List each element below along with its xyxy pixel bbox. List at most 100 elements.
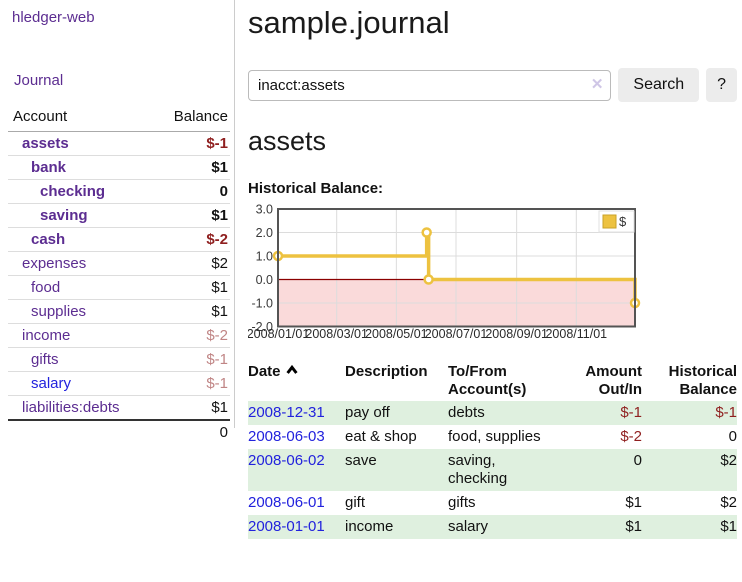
x-axis-tick-label: 2008/07/01 xyxy=(425,327,488,341)
transaction-accounts: saving, checking xyxy=(448,452,508,487)
account-link-income[interactable]: income xyxy=(22,327,71,344)
sidebar-item-journal[interactable]: Journal xyxy=(14,72,64,89)
transaction-accounts: debts xyxy=(448,404,485,421)
register-table-body: 2008-12-31 pay off debts $-1 $-1 2008-06-03 ea… xyxy=(248,401,737,539)
accounts-header-account: Account xyxy=(8,105,152,132)
transaction-accounts: salary xyxy=(448,518,489,535)
account-row: salary $-1 xyxy=(8,371,230,396)
register-row: 2008-06-01 gift gifts $1 $2 xyxy=(248,491,737,515)
account-row: saving $1 xyxy=(8,203,230,228)
register-table: Date Description To/From Account(s) Amou… xyxy=(248,361,737,539)
transaction-balance: $-1 xyxy=(715,404,737,421)
legend-swatch xyxy=(602,214,617,229)
account-link-food[interactable]: food xyxy=(31,279,61,296)
account-link-assets[interactable]: assets xyxy=(22,135,69,152)
register-row: 2008-06-02 save saving, checking 0 $2 xyxy=(248,449,737,491)
transaction-balance: 0 xyxy=(728,428,737,445)
account-row: bank $1 xyxy=(8,155,230,180)
register-header-accounts: To/From Account(s) xyxy=(448,363,527,398)
account-link-bank[interactable]: bank xyxy=(31,159,67,176)
account-link-checking[interactable]: checking xyxy=(40,183,106,200)
data-point-marker xyxy=(423,274,434,285)
account-balance: $1 xyxy=(151,395,230,421)
transaction-balance: $2 xyxy=(720,452,737,469)
transaction-date-link[interactable]: 2008-06-02 xyxy=(248,452,325,469)
register-row: 2008-06-03 eat & shop food, supplies $-2 0 xyxy=(248,425,737,449)
transaction-date-link[interactable]: 2008-06-03 xyxy=(248,428,325,445)
account-row: assets $-1 xyxy=(8,131,230,156)
accounts-table: Account Balance assets $-1 bank $1 checking 0… xyxy=(8,105,230,444)
accounts-table-body: assets $-1 bank $1 checking 0 saving $1 cash $-2 e… xyxy=(8,131,230,421)
y-axis-tick-label: 0.0 xyxy=(256,273,273,287)
date-header-label: Date xyxy=(248,363,281,380)
y-axis-tick-label: 1.0 xyxy=(256,250,273,264)
transaction-amount: $-2 xyxy=(620,428,642,445)
account-balance: $1 xyxy=(151,155,230,180)
account-balance: $2 xyxy=(151,251,230,276)
transaction-amount: $1 xyxy=(625,518,642,535)
account-link-gifts[interactable]: gifts xyxy=(31,351,59,368)
transaction-amount: $1 xyxy=(625,494,642,511)
accounts-total-row: 0 xyxy=(8,419,230,444)
search-button[interactable]: Search xyxy=(618,68,700,102)
y-axis-tick-label: 3.0 xyxy=(256,203,273,217)
accounts-total-balance: 0 xyxy=(151,419,230,444)
account-link-expenses[interactable]: expenses xyxy=(22,255,87,272)
account-link-salary[interactable]: salary xyxy=(31,375,72,392)
accounts-header-balance: Balance xyxy=(151,105,230,132)
clear-search-icon[interactable]: ✕ xyxy=(590,75,604,93)
search-input[interactable] xyxy=(248,69,612,101)
account-row: food $1 xyxy=(8,275,230,300)
x-axis-tick-label: 2008/01/01 xyxy=(248,327,309,341)
sidebar: hledger-web Journal Account Balance asse… xyxy=(8,0,232,444)
account-balance: $-1 xyxy=(151,371,230,396)
account-balance: $-2 xyxy=(151,227,230,252)
x-axis-tick-label: 2008/11/01 xyxy=(545,327,607,341)
search-help-button[interactable]: ? xyxy=(706,68,737,102)
account-row: gifts $-1 xyxy=(8,347,230,372)
legend-label: $ xyxy=(619,214,627,229)
account-link-supplies[interactable]: supplies xyxy=(31,303,87,320)
account-row: income $-2 xyxy=(8,323,230,348)
account-balance: $1 xyxy=(151,275,230,300)
account-row: checking 0 xyxy=(8,179,230,204)
register-row: 2008-01-01 income salary $1 $1 xyxy=(248,515,737,539)
search-form: ✕ Search ? xyxy=(248,68,737,102)
account-row: supplies $1 xyxy=(8,299,230,324)
sidebar-divider xyxy=(234,0,235,428)
transaction-date-link[interactable]: 2008-01-01 xyxy=(248,518,325,535)
transaction-description: save xyxy=(345,452,377,469)
transaction-accounts: gifts xyxy=(448,494,476,511)
y-axis-tick-label: -2.0 xyxy=(251,320,273,334)
account-link-saving[interactable]: saving xyxy=(40,207,88,224)
x-axis-tick-label: 2008/03/01 xyxy=(305,327,368,341)
transaction-date-link[interactable]: 2008-06-01 xyxy=(248,494,325,511)
register-header-amount: Amount Out/In xyxy=(585,363,642,398)
y-axis-tick-label: 2.0 xyxy=(256,226,273,240)
register-header-description: Description xyxy=(345,363,428,380)
account-row: cash $-2 xyxy=(8,227,230,252)
app-title-link[interactable]: hledger-web xyxy=(12,9,95,26)
x-axis-tick-label: 2008/09/01 xyxy=(485,327,548,341)
account-heading: assets xyxy=(248,126,327,156)
historical-balance-chart: 3.0 2.0 1.0 0.0 -1.0 -2.02008/01/012008/03/01… xyxy=(247,203,641,341)
register-row: 2008-12-31 pay off debts $-1 $-1 xyxy=(248,401,737,425)
page-title: sample.journal xyxy=(248,5,450,40)
account-balance: $-1 xyxy=(151,131,230,156)
account-link-liabilities:debts[interactable]: liabilities:debts xyxy=(22,399,120,416)
transaction-balance: $1 xyxy=(720,518,737,535)
register-header-row: Date Description To/From Account(s) Amou… xyxy=(248,361,737,401)
main-content: sample.journal ✕ Search ? assets Histori… xyxy=(247,0,737,539)
transaction-description: income xyxy=(345,518,394,535)
transaction-description: eat & shop xyxy=(345,428,417,445)
transaction-balance: $2 xyxy=(720,494,737,511)
transaction-amount: $-1 xyxy=(620,404,642,421)
account-balance: $1 xyxy=(151,299,230,324)
x-axis-tick-label: 2008/05/01 xyxy=(365,327,428,341)
register-header-date[interactable]: Date xyxy=(248,361,345,401)
chart-title: Historical Balance: xyxy=(248,180,384,197)
transaction-date-link[interactable]: 2008-12-31 xyxy=(248,404,325,421)
y-axis-tick-label: -1.0 xyxy=(251,297,273,311)
account-link-cash[interactable]: cash xyxy=(31,231,66,248)
transaction-description: pay off xyxy=(345,404,390,421)
